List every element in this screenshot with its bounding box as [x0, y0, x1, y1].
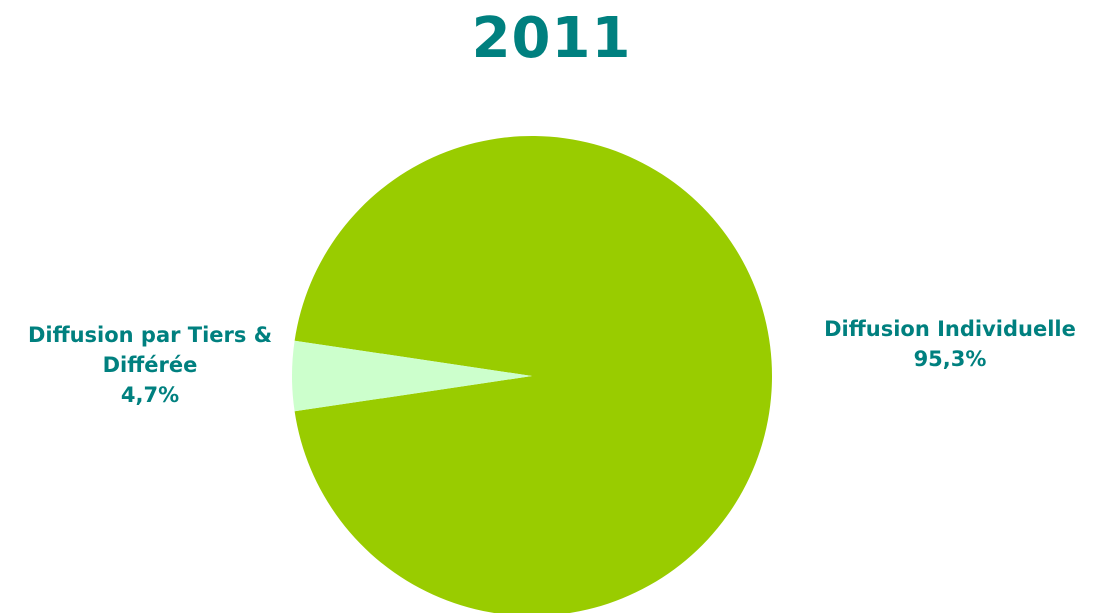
pie-slices: [291, 136, 772, 613]
slice-label-individuelle: Diffusion Individuelle 95,3%: [800, 314, 1100, 374]
slice-label-tiers-line-1: Diffusion par Tiers &: [27, 323, 273, 347]
slice-value-tiers: 4,7%: [120, 383, 180, 407]
pie-slice-individuelle: [294, 136, 772, 613]
slice-label-tiers-line-2: Différée: [102, 353, 198, 377]
slice-value-individuelle: 95,3%: [913, 347, 987, 371]
chart-title: 2011: [471, 6, 632, 71]
slice-label-tiers: Diffusion par Tiers & Différée 4,7%: [0, 320, 300, 410]
pie-slice-tiers: [291, 340, 532, 412]
slice-label-individuelle-line-1: Diffusion Individuelle: [824, 317, 1076, 341]
